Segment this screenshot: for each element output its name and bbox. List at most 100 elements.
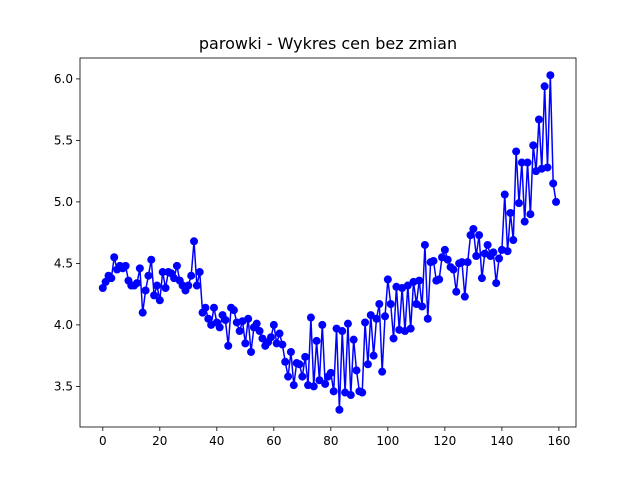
data-point bbox=[190, 237, 199, 246]
data-point bbox=[506, 208, 515, 217]
data-point bbox=[472, 252, 481, 261]
chart-title: parowki - Wykres cen bez zmian bbox=[199, 34, 457, 53]
data-point bbox=[520, 217, 529, 226]
y-tick-label: 4.0 bbox=[54, 318, 73, 332]
data-point bbox=[361, 318, 370, 327]
data-point bbox=[343, 319, 352, 328]
data-point bbox=[440, 245, 449, 254]
data-point bbox=[477, 274, 486, 283]
data-point bbox=[489, 248, 498, 257]
plot-area: 0 20 40 60 80 100 120 140 160 3.5 4.0 4.5 5.0 5.5 6.0 bbox=[54, 57, 577, 448]
data-point bbox=[500, 190, 509, 199]
data-point bbox=[318, 320, 327, 329]
data-point bbox=[460, 292, 469, 301]
data-point bbox=[155, 296, 164, 305]
data-point bbox=[449, 265, 458, 274]
data-point bbox=[534, 115, 543, 124]
data-point bbox=[221, 315, 230, 324]
data-point bbox=[469, 224, 478, 233]
data-point bbox=[301, 352, 310, 361]
data-point bbox=[329, 387, 338, 396]
data-point bbox=[435, 275, 444, 284]
data-point bbox=[552, 197, 561, 206]
data-point bbox=[509, 236, 518, 245]
data-point bbox=[335, 405, 344, 414]
data-point bbox=[363, 360, 372, 369]
data-point bbox=[144, 271, 153, 280]
data-point bbox=[201, 303, 210, 312]
data-point bbox=[378, 367, 387, 376]
data-point bbox=[306, 313, 315, 322]
data-point bbox=[338, 327, 347, 336]
data-point bbox=[457, 258, 466, 267]
data-point bbox=[158, 268, 167, 277]
data-point bbox=[252, 319, 261, 328]
data-point bbox=[147, 255, 156, 264]
data-point bbox=[309, 382, 318, 391]
data-point bbox=[229, 306, 238, 315]
data-point bbox=[429, 256, 438, 265]
data-point bbox=[443, 255, 452, 264]
x-tick-label: 80 bbox=[323, 434, 338, 448]
data-point bbox=[244, 314, 253, 323]
data-point bbox=[529, 141, 538, 150]
y-tick-label: 3.5 bbox=[54, 379, 73, 393]
data-point bbox=[161, 284, 170, 293]
data-point bbox=[247, 347, 256, 356]
data-point bbox=[543, 163, 552, 172]
data-point bbox=[315, 376, 324, 385]
data-point bbox=[326, 368, 335, 377]
data-point bbox=[255, 327, 264, 336]
data-point bbox=[195, 268, 204, 277]
data-point bbox=[278, 340, 287, 349]
x-tick-label: 100 bbox=[376, 434, 399, 448]
data-point bbox=[383, 275, 392, 284]
data-point bbox=[184, 281, 193, 290]
data-point bbox=[298, 372, 307, 381]
data-point bbox=[321, 379, 330, 388]
data-point bbox=[138, 308, 147, 317]
data-point bbox=[526, 210, 535, 219]
data-point bbox=[141, 286, 150, 295]
y-tick-label: 5.5 bbox=[54, 133, 73, 147]
x-tick-label: 40 bbox=[209, 434, 224, 448]
data-point bbox=[235, 327, 244, 336]
data-point bbox=[549, 179, 558, 188]
data-point bbox=[150, 291, 159, 300]
x-tick-label: 0 bbox=[99, 434, 107, 448]
x-tick-label: 120 bbox=[433, 434, 456, 448]
y-tick-label: 4.5 bbox=[54, 256, 73, 270]
data-point bbox=[523, 158, 532, 167]
data-point bbox=[312, 336, 321, 345]
data-point bbox=[418, 302, 427, 311]
data-point bbox=[463, 258, 472, 267]
data-point bbox=[386, 300, 395, 308]
data-point bbox=[369, 351, 378, 360]
data-point bbox=[204, 314, 213, 323]
data-point bbox=[107, 274, 116, 283]
data-point bbox=[540, 82, 549, 91]
data-point bbox=[406, 324, 415, 333]
data-point bbox=[286, 347, 295, 356]
x-tick-label: 140 bbox=[490, 434, 513, 448]
data-point bbox=[466, 231, 475, 240]
data-point bbox=[346, 391, 355, 400]
y-tick-label: 5.0 bbox=[54, 195, 73, 209]
data-point bbox=[514, 199, 523, 208]
data-point bbox=[423, 314, 432, 323]
data-point bbox=[258, 334, 267, 343]
data-point bbox=[495, 254, 504, 263]
data-point bbox=[546, 71, 555, 80]
data-point bbox=[503, 247, 512, 256]
x-tick-label: 20 bbox=[152, 434, 167, 448]
data-point bbox=[224, 341, 233, 350]
data-point bbox=[475, 231, 484, 240]
data-point bbox=[366, 311, 375, 320]
data-point bbox=[381, 312, 390, 321]
x-tick-label: 160 bbox=[547, 434, 570, 448]
data-point bbox=[389, 334, 398, 343]
data-point bbox=[209, 303, 218, 312]
x-tick-label: 60 bbox=[266, 434, 281, 448]
data-point bbox=[101, 277, 110, 286]
